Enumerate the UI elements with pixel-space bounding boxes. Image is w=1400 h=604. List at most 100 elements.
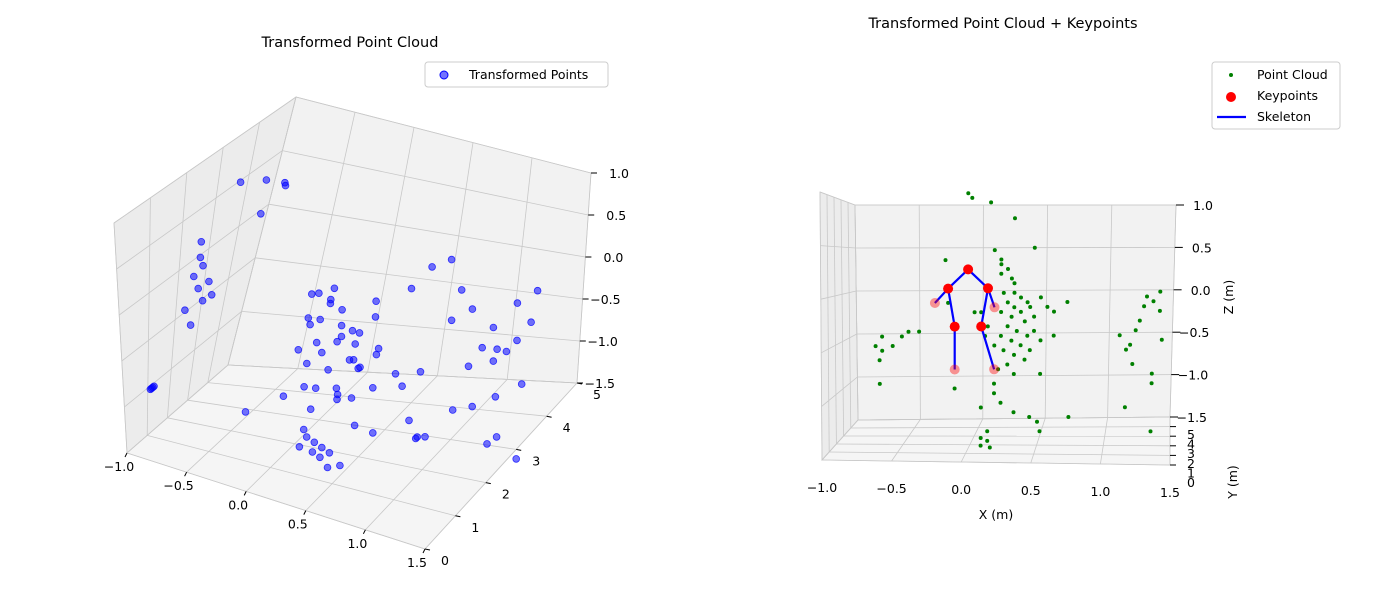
transformed-point xyxy=(301,383,308,390)
transformed-point xyxy=(190,273,197,280)
right-pane-xz xyxy=(855,205,1176,420)
left-y-tick-label: 2 xyxy=(502,487,510,502)
point-cloud-point xyxy=(1142,304,1146,308)
right-x-tick-label: −1.0 xyxy=(807,480,837,495)
point-cloud-point xyxy=(1149,429,1153,433)
transformed-point xyxy=(318,349,325,356)
transformed-point xyxy=(208,291,215,298)
left-z-tick-label: −1.0 xyxy=(587,334,617,349)
transformed-point xyxy=(318,444,325,451)
transformed-point xyxy=(198,238,205,245)
right-chart-title: Transformed Point Cloud + Keypoints xyxy=(867,16,1137,32)
transformed-point xyxy=(317,316,324,323)
left-x-tick-mark xyxy=(125,453,127,457)
transformed-point xyxy=(305,315,312,322)
point-cloud-point xyxy=(1052,310,1056,314)
transformed-point xyxy=(449,407,456,414)
point-cloud-point xyxy=(1032,329,1036,333)
transformed-point xyxy=(338,322,345,329)
transformed-point xyxy=(514,300,521,307)
point-cloud-point xyxy=(1012,372,1016,376)
transformed-point xyxy=(333,385,340,392)
point-cloud-point xyxy=(1134,328,1138,332)
point-cloud-point xyxy=(1032,315,1036,319)
point-cloud-point xyxy=(985,439,989,443)
left-x-tick-mark xyxy=(185,472,187,476)
right-z-tick-label: −0.5 xyxy=(1179,325,1209,340)
point-cloud-point xyxy=(992,344,996,348)
point-cloud-point xyxy=(880,349,884,353)
transformed-point xyxy=(448,317,455,324)
point-cloud-point xyxy=(979,406,983,410)
keypoint-marker xyxy=(943,284,953,294)
transformed-point xyxy=(300,426,307,433)
point-cloud-point xyxy=(993,248,997,252)
point-cloud-point xyxy=(1012,305,1016,309)
legend-point-cloud-label: Point Cloud xyxy=(1257,67,1328,82)
point-cloud-point xyxy=(1039,338,1043,342)
transformed-point xyxy=(514,337,521,344)
transformed-point xyxy=(324,464,331,471)
transformed-point xyxy=(372,314,379,321)
transformed-point xyxy=(296,443,303,450)
transformed-point xyxy=(199,297,206,304)
point-cloud-point xyxy=(1158,309,1162,313)
legend-point-cloud-marker xyxy=(1229,73,1233,77)
left-legend: Transformed Points xyxy=(425,62,608,87)
transformed-point xyxy=(350,356,357,363)
transformed-point xyxy=(282,182,289,189)
right-x-tick-label: 1.0 xyxy=(1090,484,1110,499)
point-cloud-point xyxy=(1013,281,1017,285)
point-cloud-point xyxy=(1002,291,1006,295)
transformed-point xyxy=(408,285,415,292)
point-cloud-point xyxy=(1039,295,1043,299)
point-cloud-point xyxy=(1015,329,1019,333)
transformed-point xyxy=(313,339,320,346)
transformed-point xyxy=(503,348,510,355)
point-cloud-point xyxy=(1124,348,1128,352)
transformed-point xyxy=(327,300,334,307)
transformed-point xyxy=(357,364,364,371)
transformed-point xyxy=(469,403,476,410)
keypoint-marker xyxy=(990,302,1000,312)
point-cloud-point xyxy=(999,334,1003,338)
transformed-point xyxy=(373,298,380,305)
left-x-tick-mark xyxy=(244,491,246,495)
right-x-tick-label: 0.5 xyxy=(1021,483,1041,498)
left-y-tick-mark xyxy=(455,516,460,517)
transformed-point xyxy=(195,285,202,292)
point-cloud-point xyxy=(1118,333,1122,337)
point-cloud-point xyxy=(999,401,1003,405)
transformed-point xyxy=(307,406,314,413)
transformed-point xyxy=(493,434,500,441)
transformed-point xyxy=(303,434,310,441)
left-x-tick-mark xyxy=(423,549,425,553)
transformed-point xyxy=(349,327,356,334)
transformed-point xyxy=(339,306,346,313)
point-cloud-point xyxy=(1152,299,1156,303)
right-z-tick-label: 1.0 xyxy=(1193,198,1213,213)
point-cloud-point xyxy=(1012,353,1016,357)
transformed-point xyxy=(197,254,204,261)
left-y-tick-label: 0 xyxy=(441,553,449,568)
left-z-tick-label: 1.0 xyxy=(609,166,629,181)
transformed-point xyxy=(334,338,341,345)
transformed-point xyxy=(206,278,213,285)
left-x-tick-label: −1.0 xyxy=(104,459,134,474)
transformed-point xyxy=(317,454,324,461)
transformed-point xyxy=(356,330,363,337)
left-z-tick-label: −0.5 xyxy=(590,292,620,307)
transformed-point xyxy=(490,324,497,331)
point-cloud-point xyxy=(1002,348,1006,352)
point-cloud-point xyxy=(1045,305,1049,309)
right-z-tick-label: −1.5 xyxy=(1177,410,1207,425)
point-cloud-point xyxy=(1035,420,1039,424)
right-z-tick-label: −1.0 xyxy=(1178,368,1208,383)
transformed-point xyxy=(303,360,310,367)
point-cloud-point xyxy=(1006,300,1010,304)
left-chart-title: Transformed Point Cloud xyxy=(261,35,439,51)
point-cloud-point xyxy=(944,258,948,262)
keypoint-marker xyxy=(963,264,973,274)
